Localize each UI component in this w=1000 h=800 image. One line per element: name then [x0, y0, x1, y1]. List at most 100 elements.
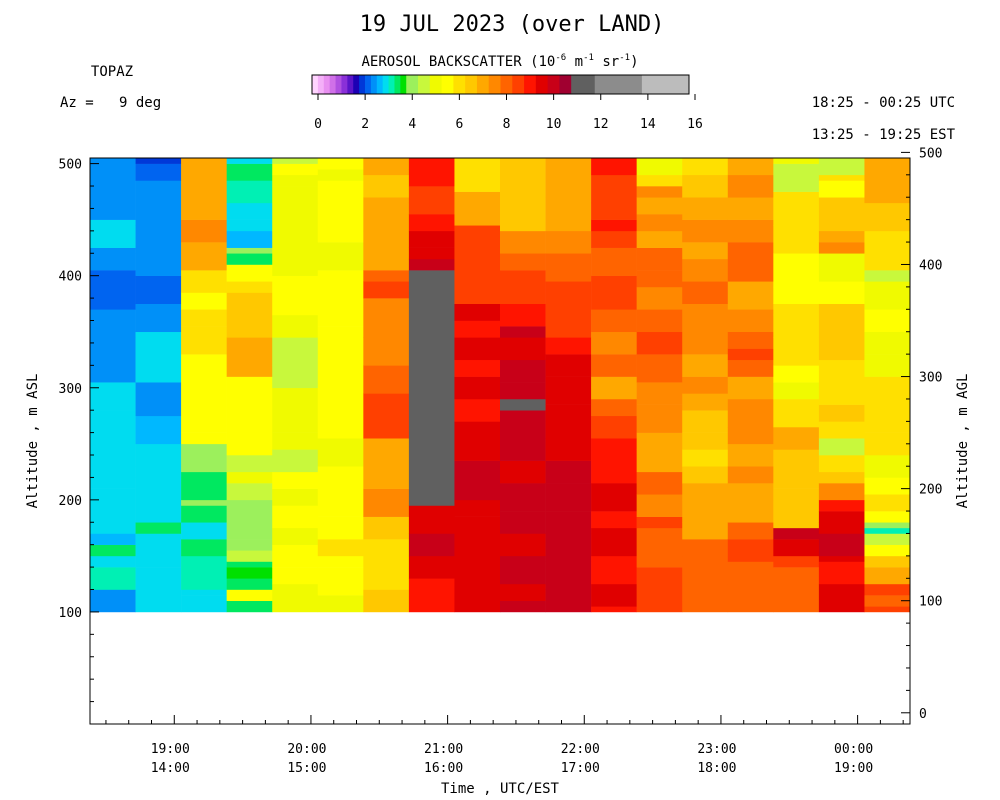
heatmap-cell — [591, 483, 637, 512]
heatmap-cell — [90, 533, 136, 545]
x-tick-label-est: 17:00 — [561, 761, 600, 776]
colorbar-swatch — [476, 75, 490, 94]
heatmap-cell — [591, 230, 637, 248]
heatmap-cell — [727, 309, 774, 333]
heatmap-cell — [90, 270, 136, 310]
y-tick-label-left: 100 — [59, 606, 82, 621]
heatmap-cell — [773, 488, 820, 529]
y-tick-label-left: 500 — [59, 158, 82, 173]
colorbar-unit-m: m — [566, 54, 583, 70]
heatmap-cell — [272, 337, 319, 366]
colorbar-swatch — [341, 75, 348, 94]
y-tick-label-right: 200 — [919, 483, 942, 498]
colorbar-tick-label: 12 — [593, 117, 609, 132]
heatmap-cell — [864, 583, 911, 596]
heatmap-cell — [773, 191, 820, 226]
heatmap-cell — [454, 516, 501, 534]
heatmap-cell — [408, 158, 455, 170]
heatmap-cell — [135, 522, 182, 534]
colorbar-tick-label: 10 — [546, 117, 562, 132]
x-tick-label-utc: 19:00 — [151, 742, 190, 757]
heatmap-cell — [226, 219, 273, 232]
heatmap-cell — [181, 309, 227, 327]
heatmap-cell — [181, 270, 227, 293]
heatmap-cell — [591, 331, 637, 355]
heatmap-cell — [454, 477, 501, 501]
time-range-est: 13:25 - 19:25 EST — [812, 127, 956, 143]
heatmap-cell — [272, 275, 319, 316]
heatmap-cell — [545, 533, 592, 562]
heatmap-cell — [135, 589, 182, 613]
heatmap-cell — [181, 354, 227, 389]
heatmap-cell — [500, 337, 546, 361]
heatmap-cell — [317, 539, 364, 557]
heatmap-cell — [682, 499, 729, 523]
heatmap-cell — [317, 567, 364, 596]
heatmap-cell — [135, 415, 182, 445]
heatmap-cell — [363, 555, 410, 590]
heatmap-cell — [818, 421, 865, 439]
heatmap-cell — [226, 471, 273, 484]
heatmap-cell — [454, 533, 501, 557]
heatmap-cell — [500, 483, 546, 512]
heatmap-cell — [317, 326, 364, 361]
heatmap-cell — [181, 589, 227, 596]
heatmap-cell — [454, 320, 501, 338]
heatmap-cell — [727, 443, 774, 467]
heatmap-cell — [636, 589, 683, 613]
heatmap-cell — [90, 449, 136, 489]
heatmap-cell — [500, 460, 546, 484]
heatmap-cell — [682, 410, 729, 433]
heatmap-cell — [226, 550, 273, 562]
heatmap-cell — [818, 253, 865, 282]
heatmap-cell — [636, 230, 683, 248]
heatmap-cell — [226, 180, 273, 204]
heatmap-cell — [272, 527, 319, 545]
heatmap-cell — [226, 421, 273, 445]
heatmap-cell — [727, 466, 774, 484]
heatmap-cell — [818, 281, 865, 305]
heatmap-cell — [135, 567, 182, 590]
heatmap-cell — [90, 158, 136, 181]
colorbar-tick-label: 14 — [640, 117, 656, 132]
colorbar-swatch — [382, 75, 389, 94]
colorbar-swatch — [323, 75, 331, 94]
x-tick-label-utc: 23:00 — [697, 742, 736, 757]
colorbar-swatch — [370, 75, 378, 94]
colorbar-tick-label: 2 — [361, 117, 369, 132]
heatmap-cell — [818, 387, 865, 405]
heatmap-cell — [682, 197, 729, 220]
heatmap-cell — [272, 174, 319, 187]
heatmap-cell — [135, 163, 182, 181]
heatmap-cell — [682, 522, 729, 540]
plot-frame — [89, 157, 911, 725]
heatmap-cell — [636, 471, 683, 495]
heatmap-cell — [864, 376, 911, 400]
heatmap-cell — [181, 522, 227, 540]
heatmap-cell — [545, 589, 592, 613]
heatmap-cell — [363, 281, 410, 299]
heatmap-cell — [591, 247, 637, 276]
heatmap-cell — [864, 494, 911, 512]
heatmap-cell — [864, 180, 911, 204]
heatmap-cell — [818, 158, 865, 176]
heatmap-cell — [135, 533, 182, 557]
colorbar-swatch — [512, 75, 525, 94]
heatmap-cell — [363, 158, 410, 176]
heatmap-cell — [226, 376, 273, 422]
heatmap-cell — [682, 583, 729, 602]
heatmap-cell — [773, 398, 820, 428]
heatmap-cell — [818, 561, 865, 585]
heatmap-cell — [864, 595, 911, 607]
heatmap-cell — [591, 174, 637, 204]
heatmap-cell — [135, 382, 182, 417]
x-tick-label-utc: 21:00 — [424, 742, 463, 757]
heatmap-cell — [773, 163, 820, 192]
heatmap-cell — [864, 158, 911, 181]
heatmap-cell — [636, 247, 683, 271]
heatmap-cell — [864, 281, 911, 310]
heatmap-cell — [317, 169, 364, 181]
heatmap-cell — [682, 555, 729, 573]
heatmap-cell — [363, 174, 410, 198]
